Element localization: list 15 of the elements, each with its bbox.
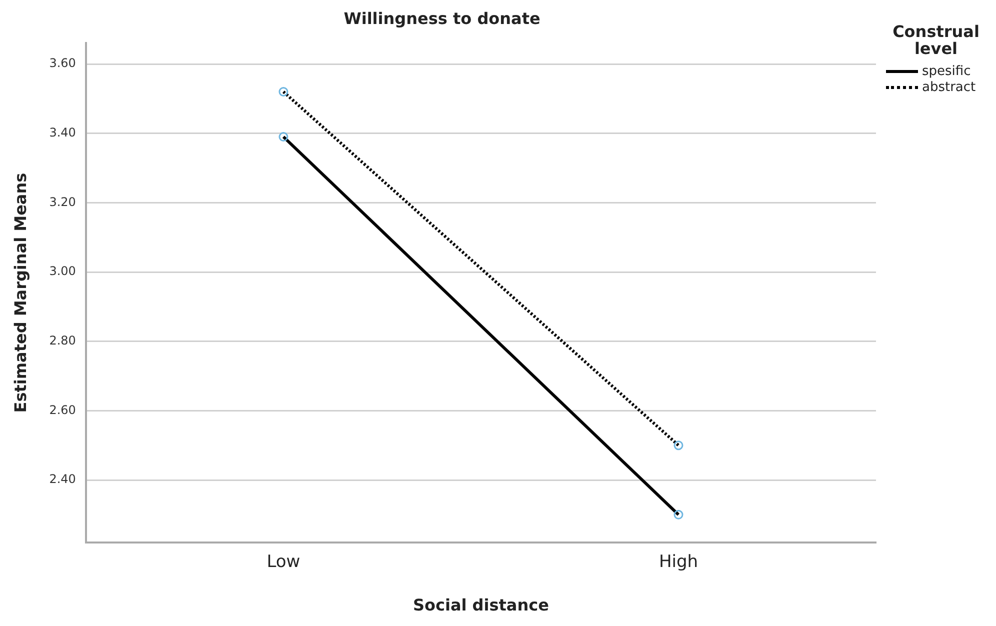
y-tick-label: 2.80 (49, 333, 76, 348)
legend-label: spesific (922, 64, 971, 79)
y-tick-label: 3.20 (49, 194, 76, 209)
y-tick-label: 3.60 (49, 56, 76, 70)
x-tick-label: Low (266, 552, 300, 572)
legend-title: Construal level (892, 22, 980, 58)
y-tick-label: 2.60 (49, 402, 76, 417)
legend-label: abstract (922, 80, 976, 95)
y-tick-label: 3.40 (49, 125, 76, 140)
y-axis-title: Estimated Marginal Means (10, 172, 30, 413)
y-tick-label: 2.40 (49, 472, 76, 486)
chart-title: Willingness to donate (344, 8, 540, 28)
x-tick-label: High (658, 552, 698, 572)
x-axis-title: Social distance (412, 596, 550, 615)
y-tick-label: 3.00 (49, 264, 76, 278)
